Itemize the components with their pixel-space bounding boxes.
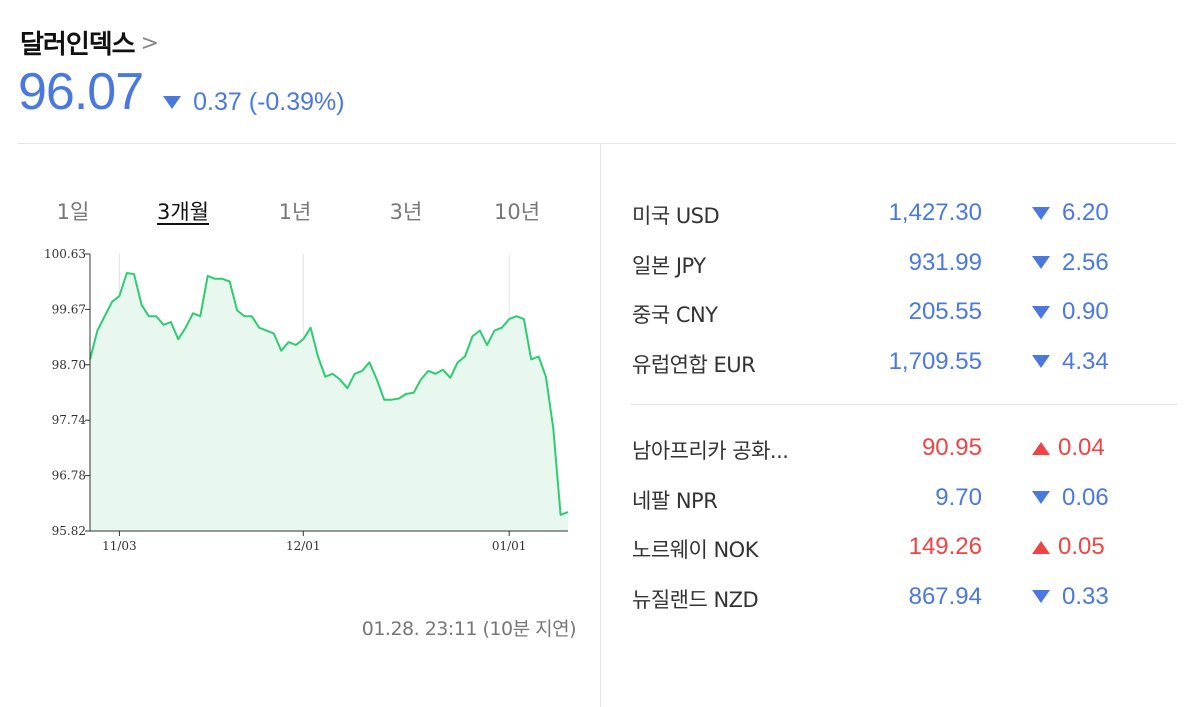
series-line xyxy=(89,272,569,516)
fx-change-value: 0.33 xyxy=(1062,582,1109,610)
fx-row[interactable]: 일본 JPY 931.99 2.56 xyxy=(630,240,1178,290)
x-tick-label: 11/03 xyxy=(102,539,137,553)
price-change-value: 0.37 (-0.39%) xyxy=(193,88,345,116)
fx-row[interactable]: 중국 CNY 205.55 0.90 xyxy=(630,289,1178,339)
fx-rate-change: 4.34 xyxy=(1032,348,1109,376)
down-arrow-icon xyxy=(1032,206,1050,220)
chart-area xyxy=(90,273,568,531)
fx-row[interactable]: 네팔 NPR 9.70 0.06 xyxy=(630,475,1178,525)
fx-change-value: 0.04 xyxy=(1058,434,1105,461)
fx-rate-change: 0.05 xyxy=(1032,533,1105,561)
fx-rate-value: 205.55 xyxy=(908,298,982,325)
fx-currency-name: 노르웨이 NOK xyxy=(632,538,758,562)
fx-rate-change: 0.90 xyxy=(1032,298,1109,326)
fx-currency-name: 중국 CNY xyxy=(632,303,718,327)
page-title: 달러인덱스 xyxy=(20,30,136,60)
tab-10y[interactable]: 10년 xyxy=(493,200,541,224)
fx-rate-change: 2.56 xyxy=(1032,249,1109,277)
down-arrow-icon xyxy=(1032,491,1050,504)
update-timestamp: 01.28. 23:11 (10분 지연) xyxy=(361,618,577,640)
down-arrow-icon xyxy=(1032,355,1050,368)
fx-change-value: 0.05 xyxy=(1058,533,1105,560)
chevron-right-icon: > xyxy=(140,31,160,56)
y-tick-label: 96.78 xyxy=(52,469,86,483)
fx-currency-name: 남아프리카 공화... xyxy=(632,439,789,463)
down-arrow-icon xyxy=(1032,590,1050,603)
fx-change-value: 0.06 xyxy=(1062,483,1109,511)
down-arrow-icon xyxy=(163,96,182,109)
tab-1y[interactable]: 1년 xyxy=(278,200,312,224)
tab-1d[interactable]: 1일 xyxy=(56,200,90,224)
y-tick-label: 97.74 xyxy=(52,413,87,427)
tab-3y[interactable]: 3년 xyxy=(389,200,423,224)
fx-rate-change: 0.33 xyxy=(1032,583,1109,611)
fx-rate-table: 미국 USD 1,427.30 6.20 일본 JPY 931.99 2.56 중국 CNY… xyxy=(630,190,1178,623)
fx-rate-value: 931.99 xyxy=(908,248,982,276)
current-price: 96.07 xyxy=(18,63,144,121)
fx-rate-value: 90.95 xyxy=(921,434,982,461)
fx-divider xyxy=(630,404,1178,405)
fx-rate-value: 1,427.30 xyxy=(888,199,982,226)
fx-row[interactable]: 미국 USD 1,427.30 6.20 xyxy=(630,190,1178,240)
y-tick-label: 95.82 xyxy=(52,524,86,538)
fx-row[interactable]: 남아프리카 공화... 90.95 0.04 xyxy=(630,425,1178,475)
fx-change-value: 0.90 xyxy=(1062,298,1109,325)
up-arrow-icon xyxy=(1032,441,1050,455)
x-tick-label: 12/01 xyxy=(286,539,321,553)
header-divider xyxy=(18,143,1176,144)
fx-currency-name: 미국 USD xyxy=(632,204,720,228)
price-summary: 96.07 0.37 (-0.39%) xyxy=(18,62,345,122)
fx-currency-name: 네팔 NPR xyxy=(632,488,718,513)
y-tick-label: 99.67 xyxy=(52,302,86,316)
fx-row[interactable]: 노르웨이 NOK 149.26 0.05 xyxy=(630,524,1178,574)
price-change: 0.37 (-0.39%) xyxy=(163,88,345,117)
fx-currency-name: 일본 JPY xyxy=(632,253,706,278)
fx-rate-value: 1,709.55 xyxy=(888,347,982,375)
down-arrow-icon xyxy=(1032,256,1050,269)
up-arrow-icon xyxy=(1032,540,1050,554)
fx-rate-value: 9.70 xyxy=(935,483,982,511)
dollar-index-chart[interactable]: 100.63 99.67 98.70 97.74 96.78 95.82 11/03 12/0… xyxy=(0,232,590,562)
fx-change-value: 4.34 xyxy=(1062,347,1109,375)
down-arrow-icon xyxy=(1032,305,1050,319)
fx-row[interactable]: 뉴질랜드 NZD 867.94 0.33 xyxy=(630,574,1178,624)
fx-change-value: 2.56 xyxy=(1062,248,1109,276)
index-title-link[interactable]: 달러인덱스 > xyxy=(20,24,159,61)
column-divider xyxy=(600,143,601,707)
period-tabs: 1일 3개월 1년 3년 10년 xyxy=(20,196,575,226)
x-tick-label: 01/01 xyxy=(492,539,527,553)
fx-rate-change: 0.04 xyxy=(1032,434,1105,462)
fx-currency-name: 유럽연합 EUR xyxy=(632,352,756,377)
tab-3m[interactable]: 3개월 xyxy=(156,200,210,224)
fx-group-other: 남아프리카 공화... 90.95 0.04 네팔 NPR 9.70 0.06 노르웨이 N… xyxy=(630,425,1178,623)
y-tick-label: 98.70 xyxy=(52,358,86,372)
fx-rate-change: 0.06 xyxy=(1032,484,1109,512)
y-tick-label: 100.63 xyxy=(44,247,86,261)
fx-rate-value: 867.94 xyxy=(908,582,982,610)
fx-change-value: 6.20 xyxy=(1062,199,1109,226)
fx-rate-change: 6.20 xyxy=(1032,199,1109,227)
fx-currency-name: 뉴질랜드 NZD xyxy=(632,587,759,612)
fx-group-major: 미국 USD 1,427.30 6.20 일본 JPY 931.99 2.56 중국 CNY… xyxy=(630,190,1178,388)
fx-rate-value: 149.26 xyxy=(908,533,982,560)
fx-row[interactable]: 유럽연합 EUR 1,709.55 4.34 xyxy=(630,339,1178,389)
